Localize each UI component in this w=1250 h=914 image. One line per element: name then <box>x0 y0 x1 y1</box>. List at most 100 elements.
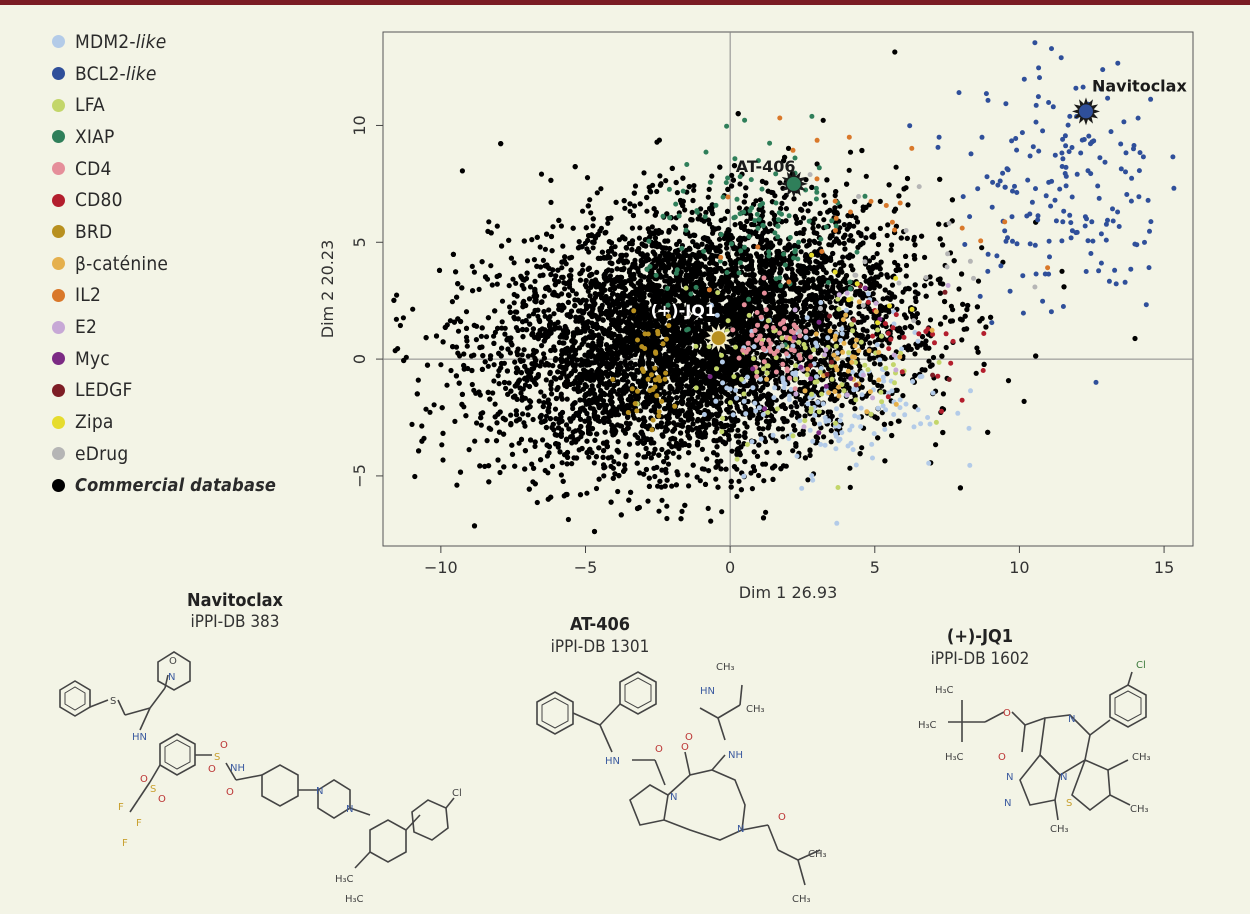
data-point <box>584 175 591 181</box>
data-point <box>616 237 623 243</box>
data-point <box>637 470 643 476</box>
legend-marker <box>52 415 65 429</box>
legend-marker <box>52 257 65 271</box>
data-point <box>629 225 636 231</box>
data-point <box>708 518 714 524</box>
data-point <box>927 363 934 369</box>
data-point <box>779 200 785 206</box>
data-point <box>864 226 870 232</box>
data-point <box>644 208 650 214</box>
legend-label: LEDGF <box>75 379 133 402</box>
data-point <box>507 350 513 356</box>
data-point <box>491 362 497 368</box>
data-point <box>674 190 681 196</box>
legend-marker <box>52 162 65 176</box>
data-point <box>900 393 906 399</box>
legend-label: BCL2-like <box>75 62 157 85</box>
data-point <box>805 208 811 214</box>
data-point <box>562 286 568 292</box>
data-point <box>829 242 835 248</box>
data-point <box>607 286 613 293</box>
data-point <box>474 420 480 426</box>
data-point <box>601 473 607 479</box>
legend-label: Commercial database <box>75 474 277 496</box>
data-point <box>780 434 786 440</box>
data-point <box>580 262 586 268</box>
data-point <box>879 343 885 349</box>
data-point <box>802 413 808 419</box>
data-point <box>709 173 715 179</box>
data-point <box>657 173 663 179</box>
data-point <box>658 424 665 430</box>
data-point <box>585 288 591 294</box>
data-point <box>494 223 500 229</box>
data-point <box>713 476 719 482</box>
data-point <box>719 509 725 515</box>
data-point <box>942 314 948 320</box>
data-point <box>871 379 877 385</box>
data-point <box>654 188 660 195</box>
legend-label: CD4 <box>75 157 112 180</box>
data-point <box>1132 335 1138 342</box>
data-point <box>848 233 854 239</box>
data-point <box>734 493 740 499</box>
data-point <box>805 477 811 483</box>
data-point <box>564 461 570 467</box>
data-point <box>788 359 794 366</box>
data-point <box>394 292 400 298</box>
data-point <box>472 438 478 444</box>
data-point <box>553 355 559 362</box>
data-point <box>542 246 549 252</box>
data-point <box>940 281 946 287</box>
data-point <box>476 286 482 292</box>
data-point <box>756 472 762 479</box>
data-point <box>559 460 565 466</box>
data-point <box>584 490 590 496</box>
data-point <box>815 223 822 229</box>
data-point <box>739 264 745 270</box>
data-point <box>763 509 769 515</box>
data-point <box>1021 398 1027 404</box>
data-point <box>488 263 494 269</box>
data-point <box>659 497 665 503</box>
legend-item: MDM2-like <box>52 26 276 58</box>
data-point <box>562 323 568 330</box>
data-point <box>496 272 502 278</box>
legend: MDM2-like BCL2-like LFA XIAP CD4 CD80 BRD β-cat… <box>52 26 276 501</box>
data-point <box>508 412 514 418</box>
data-point <box>940 391 947 397</box>
data-point <box>598 186 604 192</box>
data-point <box>452 418 458 424</box>
legend-item: BCL2-like <box>52 58 276 90</box>
data-point <box>807 452 813 458</box>
data-point <box>440 457 446 463</box>
data-point <box>783 206 790 212</box>
data-point <box>977 318 983 324</box>
data-point <box>576 239 582 245</box>
data-point <box>699 446 706 452</box>
data-point <box>494 281 500 287</box>
data-point <box>859 445 865 451</box>
data-point <box>485 363 491 369</box>
data-point <box>637 225 643 231</box>
data-point <box>856 304 862 310</box>
legend-label: Zipa <box>75 411 114 434</box>
data-point <box>489 282 495 288</box>
data-point <box>616 461 622 467</box>
legend-label: eDrug <box>75 442 129 465</box>
legend-label: XIAP <box>75 125 115 148</box>
data-point <box>927 317 934 323</box>
data-point <box>867 340 873 346</box>
data-point <box>588 210 594 216</box>
legend-item: XIAP <box>52 121 276 153</box>
legend-item: LFA <box>52 89 276 121</box>
legend-item: LEDGF <box>52 375 276 407</box>
data-point <box>716 236 723 242</box>
data-point <box>652 473 658 480</box>
data-point <box>415 377 421 383</box>
data-point <box>605 455 612 461</box>
data-point <box>502 331 508 337</box>
data-point <box>560 243 566 249</box>
data-point <box>841 222 848 228</box>
data-point <box>552 406 559 412</box>
